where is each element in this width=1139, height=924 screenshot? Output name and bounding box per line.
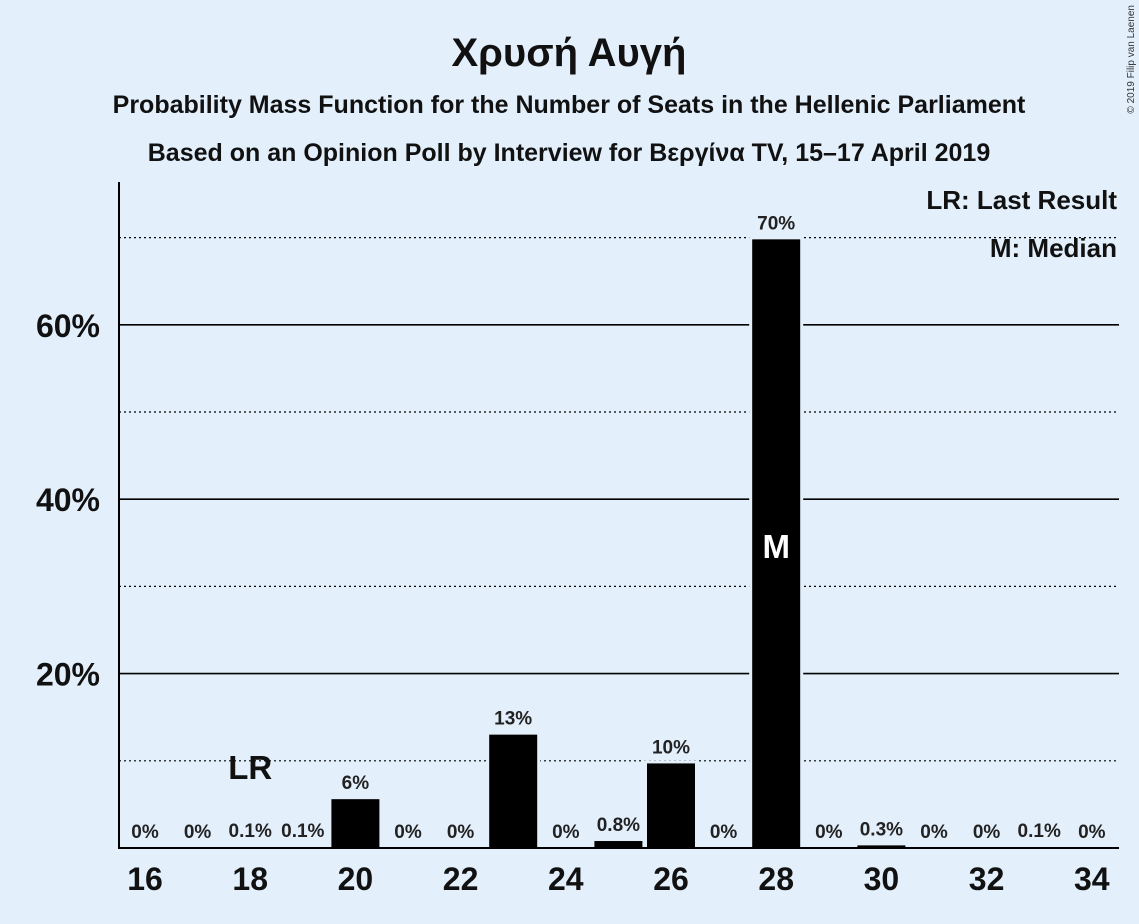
chart-title: Χρυσή Αυγή bbox=[452, 31, 687, 75]
data-label: 0% bbox=[184, 822, 212, 843]
gridlines bbox=[119, 237, 1119, 762]
data-label: 0% bbox=[920, 822, 948, 843]
data-label: 0% bbox=[131, 822, 159, 843]
data-label: 0.1% bbox=[229, 821, 272, 842]
data-label: 0% bbox=[973, 822, 1001, 843]
data-label: 0% bbox=[394, 822, 422, 843]
bar bbox=[594, 841, 643, 848]
x-tick-label: 34 bbox=[1074, 861, 1110, 897]
data-label: 6% bbox=[342, 773, 370, 794]
legend-last-result: LR: Last Result bbox=[926, 185, 1117, 215]
x-tick-label: 18 bbox=[232, 861, 268, 897]
data-label: 10% bbox=[652, 737, 690, 758]
bar bbox=[331, 799, 380, 848]
data-label: 0% bbox=[1078, 822, 1106, 843]
data-labels: 0% 0% 0.1% 0.1% 6% 0% 0% 13% 0% 0.8% 10% 0% 70% 0% 0.3… bbox=[131, 213, 1105, 843]
chart-subtitle: Probability Mass Function for the Number… bbox=[113, 91, 1026, 119]
bar bbox=[489, 734, 538, 848]
data-label: 0.1% bbox=[1018, 821, 1061, 842]
bar bbox=[647, 763, 695, 848]
axes bbox=[118, 182, 1119, 849]
bar-halo bbox=[854, 842, 909, 848]
x-tick-label: 30 bbox=[864, 861, 900, 897]
data-label: 0% bbox=[552, 822, 580, 843]
data-label: 0% bbox=[815, 822, 843, 843]
x-tick-label: 24 bbox=[548, 861, 584, 897]
bar bbox=[857, 845, 906, 848]
median-marker: M bbox=[762, 528, 790, 565]
y-tick-label: 40% bbox=[36, 482, 100, 518]
x-tick-label: 26 bbox=[653, 861, 689, 897]
x-tick-label: 16 bbox=[127, 861, 163, 897]
tick-labels: 20% 40% 60% 16 18 20 22 24 26 28 30 32 34 bbox=[36, 308, 1110, 897]
bar-halo bbox=[223, 844, 278, 848]
bar-halo bbox=[1012, 844, 1067, 848]
x-tick-label: 32 bbox=[969, 861, 1005, 897]
x-tick-label: 22 bbox=[443, 861, 479, 897]
data-label: 0% bbox=[710, 822, 738, 843]
data-label: 70% bbox=[757, 213, 795, 234]
y-tick-label: 20% bbox=[36, 657, 100, 693]
bar bbox=[752, 239, 801, 848]
x-tick-label: 20 bbox=[338, 861, 374, 897]
data-label: 0% bbox=[447, 822, 475, 843]
data-label: 0.1% bbox=[281, 821, 324, 842]
bars bbox=[223, 236, 1067, 848]
copyright-text: © 2019 Filip van Laenen bbox=[1126, 5, 1137, 114]
legend-median: M: Median bbox=[990, 233, 1117, 263]
data-label: 0.3% bbox=[860, 819, 903, 840]
x-tick-label: 28 bbox=[758, 861, 794, 897]
bar-halo bbox=[275, 844, 330, 848]
chart-subtitle-2: Based on an Opinion Poll by Interview fo… bbox=[148, 139, 991, 167]
last-result-marker: LR bbox=[228, 749, 272, 786]
data-label: 0.8% bbox=[597, 815, 640, 836]
data-label: 13% bbox=[494, 709, 532, 730]
y-tick-label: 60% bbox=[36, 308, 100, 344]
